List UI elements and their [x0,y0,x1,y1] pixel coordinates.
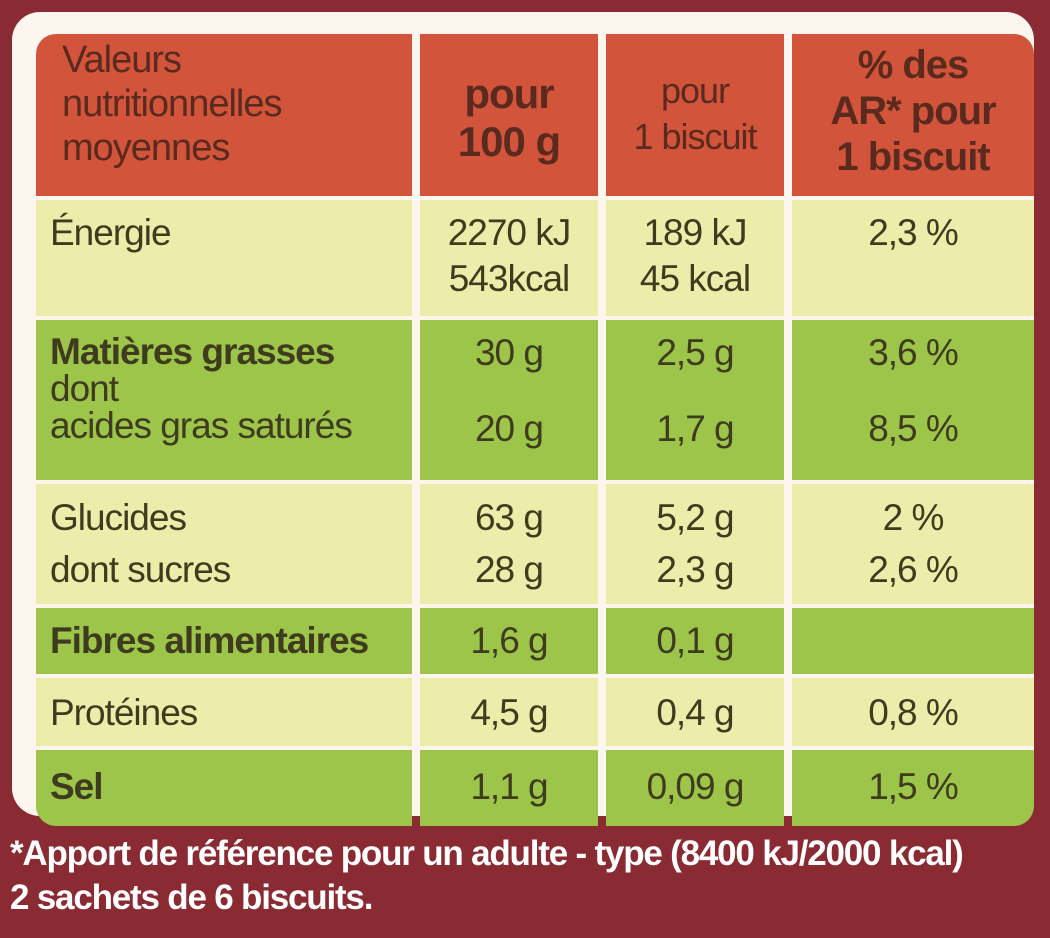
row-proteines-ar: 0,8 % [792,678,1034,746]
row-fibres-label: Fibres alimentaires [36,608,412,674]
sat-biscuit-value: 1,7 g [656,408,734,449]
glucides-ar-value: 2 % [882,497,945,538]
header-ar-line2: AR* pour [830,89,996,133]
row-fibres-per-biscuit: 0,1 g [606,608,784,674]
sat-per100-value: 20 g [474,408,544,449]
glucides-biscuit-value: 5,2 g [656,497,734,538]
header-per-100g-line1: pour [464,70,554,117]
row-energie-label: Énergie [36,200,412,316]
row-glucides-label: Glucides dont sucres [36,484,412,604]
energie-kcal-biscuit: 45 kcal [639,258,751,299]
header-ar-line3: 1 biscuit [836,135,990,179]
nutrition-table: Valeurs nutritionnelles moyennes pour 10… [36,34,1036,826]
matieres-biscuit-value: 2,5 g [656,332,734,373]
fibres-biscuit-value: 0,1 g [656,620,734,661]
header-per-biscuit-line2: 1 biscuit [633,116,757,157]
row-proteines-label: Protéines [36,678,412,746]
proteines-biscuit-value: 0,4 g [656,692,734,733]
sel-name: Sel [50,766,104,807]
header-per-100g-line2: 100 g [457,118,561,165]
sucres-biscuit-value: 2,3 g [656,549,734,590]
matieres-per100-value: 30 g [474,332,544,373]
row-energie-per-biscuit: 189 kJ 45 kcal [606,200,784,316]
fibres-name: Fibres alimentaires [50,620,369,661]
row-sel-per100: 1,1 g [420,750,598,826]
row-sel-label: Sel [36,750,412,826]
header-label-line2: nutritionnelles [62,83,282,125]
sel-biscuit-value: 0,09 g [646,766,745,807]
proteines-name: Protéines [50,692,198,733]
glucides-name: Glucides [50,497,187,538]
row-proteines-per-biscuit: 0,4 g [606,678,784,746]
row-energie-ar: 2,3 % [792,200,1034,316]
row-matieres-label: Matières grasses dont acides gras saturé… [36,320,412,480]
energie-kcal-100: 543kcal [448,258,571,299]
row-energie-name: Énergie [50,212,172,253]
energie-kj-100: 2270 kJ [447,212,572,253]
proteines-ar-value: 0,8 % [868,692,959,733]
nutrition-panel: Valeurs nutritionnelles moyennes pour 10… [12,12,1036,826]
sel-ar-value: 1,5 % [868,766,959,807]
energie-ar-value: 2,3 % [868,212,959,253]
header-ar: % des AR* pour 1 biscuit [792,34,1034,196]
matieres-sub2: acides gras saturés [50,405,353,446]
matieres-sub1: dont [50,368,119,409]
row-fibres-ar [792,608,1034,674]
row-matieres-per-biscuit: 2,5 g 1,7 g [606,320,784,480]
sucres-ar-value: 2,6 % [868,549,959,590]
row-sel-per-biscuit: 0,09 g [606,750,784,826]
footnote-package-contents: 2 sachets de 6 biscuits. [10,878,373,917]
footnote: *Apport de référence pour un adulte - ty… [10,832,1040,920]
fibres-per100-value: 1,6 g [470,620,548,661]
matieres-ar-value: 3,6 % [868,332,959,373]
row-fibres-per100: 1,6 g [420,608,598,674]
proteines-per100-value: 4,5 g [470,692,548,733]
row-matieres-ar: 3,6 % 8,5 % [792,320,1034,480]
sucres-per100-value: 28 g [474,549,544,590]
energie-kj-biscuit: 189 kJ [643,212,747,253]
header-ar-line1: % des [857,43,970,87]
row-energie-per100: 2270 kJ 543kcal [420,200,598,316]
header-per-100g: pour 100 g [420,34,598,196]
header-label-line3: moyennes [62,127,230,169]
sat-ar-value: 8,5 % [868,408,959,449]
matieres-name: Matières grasses [50,331,335,372]
header-per-biscuit-line1: pour [660,70,730,111]
header-label-line1: Valeurs [62,39,182,81]
row-proteines-per100: 4,5 g [420,678,598,746]
glucides-sub: dont sucres [50,549,231,590]
row-glucides-per-biscuit: 5,2 g 2,3 g [606,484,784,604]
row-glucides-ar: 2 % 2,6 % [792,484,1034,604]
glucides-per100-value: 63 g [474,497,544,538]
row-sel-ar: 1,5 % [792,750,1034,826]
row-glucides-per100: 63 g 28 g [420,484,598,604]
sel-per100-value: 1,1 g [470,766,548,807]
header-per-biscuit: pour 1 biscuit [606,34,784,196]
footnote-ar-definition: *Apport de référence pour un adulte - ty… [10,834,964,873]
row-matieres-per100: 30 g 20 g [420,320,598,480]
header-label: Valeurs nutritionnelles moyennes [36,34,412,196]
